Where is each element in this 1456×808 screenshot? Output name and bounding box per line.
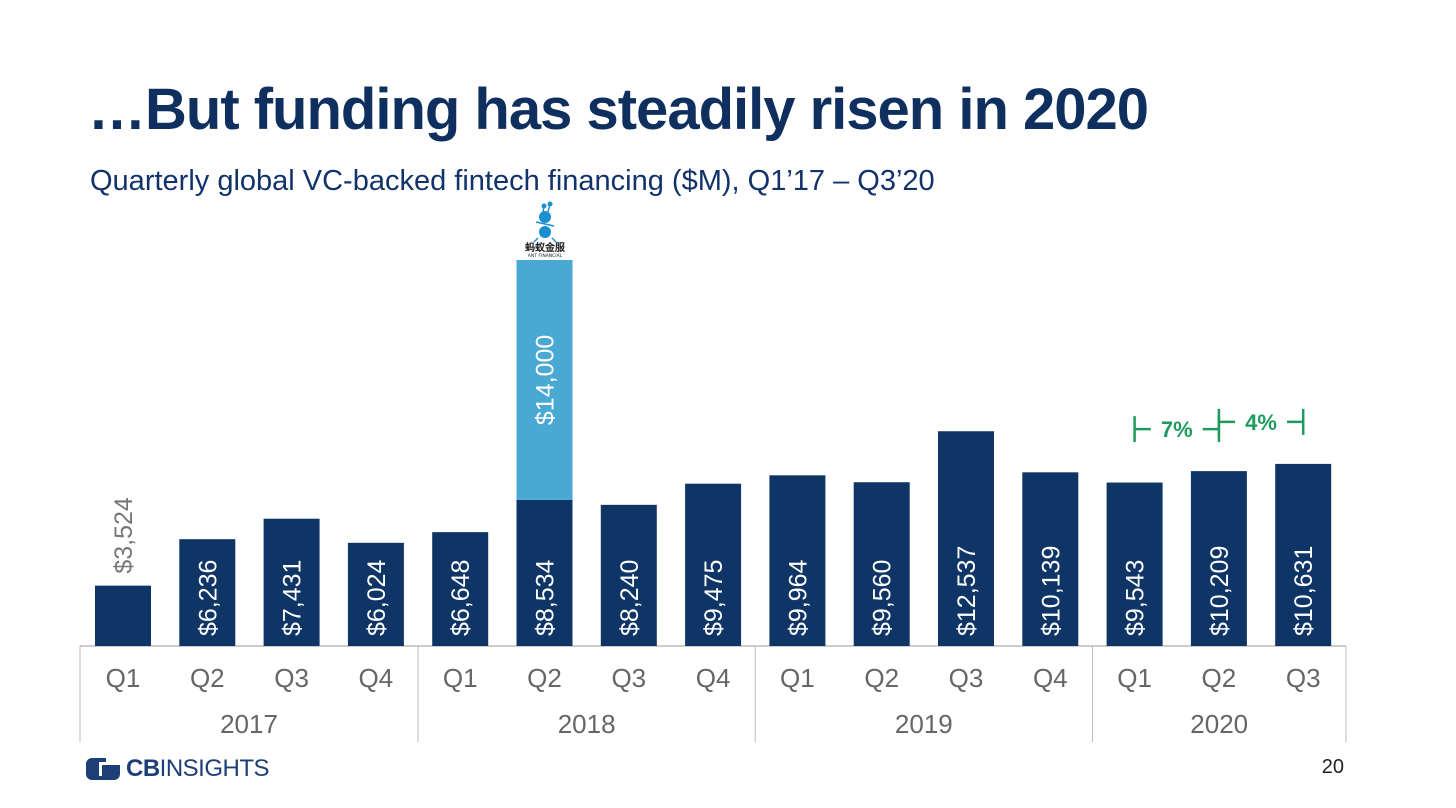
ant-financial-bar <box>516 260 573 500</box>
growth-annotation-label: 4% <box>1245 410 1277 435</box>
quarter-tick-label: Q4 <box>1033 663 1068 693</box>
year-label: 2020 <box>1190 709 1248 739</box>
quarter-tick-label: Q4 <box>359 663 394 693</box>
quarter-tick-label: Q3 <box>611 663 646 693</box>
quarter-tick-label: Q3 <box>274 663 309 693</box>
quarter-tick-label: Q2 <box>864 663 899 693</box>
data-label: $8,534 <box>532 559 560 636</box>
ant-financial-logo: 蚂蚁金服 ANT FINANCIAL <box>525 201 566 259</box>
bar <box>1275 463 1332 646</box>
bar <box>516 499 573 646</box>
data-label: $9,964 <box>784 559 812 636</box>
bar <box>179 539 236 646</box>
quarter-tick-label: Q2 <box>527 663 562 693</box>
bar <box>1022 472 1079 646</box>
data-label: $12,537 <box>953 546 981 636</box>
growth-annotation: 7% <box>1133 416 1221 443</box>
year-label: 2018 <box>558 709 616 739</box>
quarter-tick-label: Q3 <box>1286 663 1321 693</box>
ant-logo-cn: 蚂蚁金服 <box>525 241 566 254</box>
bar <box>600 504 657 646</box>
bar <box>685 483 742 646</box>
growth-annotation: 4% <box>1217 408 1305 435</box>
data-label: $10,209 <box>1206 546 1234 636</box>
quarter-tick-label: Q1 <box>1117 663 1152 693</box>
data-label: $9,475 <box>700 560 728 636</box>
bar <box>347 542 404 646</box>
quarter-tick-label: Q1 <box>106 663 141 693</box>
bar <box>263 518 320 646</box>
page-number: 20 <box>1321 756 1344 778</box>
data-label: $6,236 <box>194 560 222 636</box>
year-label: 2017 <box>220 709 278 739</box>
axis-layer: 2017 2018 2019 2020 Q1 Q2 Q3 Q4 Q1 Q2 Q3 Q4 Q1 Q2 Q3 Q4… <box>79 645 1347 742</box>
data-label: $9,543 <box>1122 560 1150 636</box>
quarter-tick-label: Q1 <box>780 663 815 693</box>
data-label: $3,524 <box>110 497 138 574</box>
bar <box>1106 482 1163 646</box>
year-label: 2019 <box>895 709 953 739</box>
annotation-layer: 7% 4% <box>1133 408 1305 443</box>
bar <box>769 475 826 646</box>
data-label: $10,631 <box>1290 546 1318 636</box>
quarter-tick-label: Q4 <box>696 663 731 693</box>
data-label: $10,139 <box>1037 546 1065 636</box>
growth-annotation-label: 7% <box>1161 417 1193 442</box>
data-label: $7,431 <box>279 560 307 636</box>
bar <box>432 532 489 646</box>
logo-text-rest: INSIGHTS <box>159 755 270 782</box>
quarter-tick-label: Q1 <box>443 663 478 693</box>
data-label: $6,648 <box>447 560 475 636</box>
bar <box>938 431 994 646</box>
data-label: $9,560 <box>869 560 897 636</box>
page-title: …But funding has steadily risen in 2020 <box>88 77 1149 142</box>
bar <box>853 482 910 646</box>
bar <box>95 585 151 646</box>
cb-insights-logo: CBINSIGHTS <box>86 755 270 783</box>
quarter-tick-label: Q3 <box>949 663 984 693</box>
stack-data-label: $14,000 <box>532 335 560 425</box>
quarter-tick-label: Q2 <box>1202 663 1237 693</box>
data-label: $8,240 <box>616 560 644 636</box>
quarter-tick-label: Q2 <box>190 663 225 693</box>
logo-text-bold: CB <box>126 755 160 782</box>
chart-subtitle: Quarterly global VC-backed fintech finan… <box>90 165 935 197</box>
labels-layer: $3,524 $6,236 $7,431 $6,024 $6,648 $14,000 $8,… <box>110 335 1318 636</box>
ant-logo-en: ANT FINANCIAL <box>528 253 563 259</box>
bar <box>1190 471 1247 646</box>
cb-insights-logo-icon <box>86 758 122 780</box>
data-label: $6,024 <box>363 559 391 636</box>
bars-layer <box>95 260 1332 646</box>
